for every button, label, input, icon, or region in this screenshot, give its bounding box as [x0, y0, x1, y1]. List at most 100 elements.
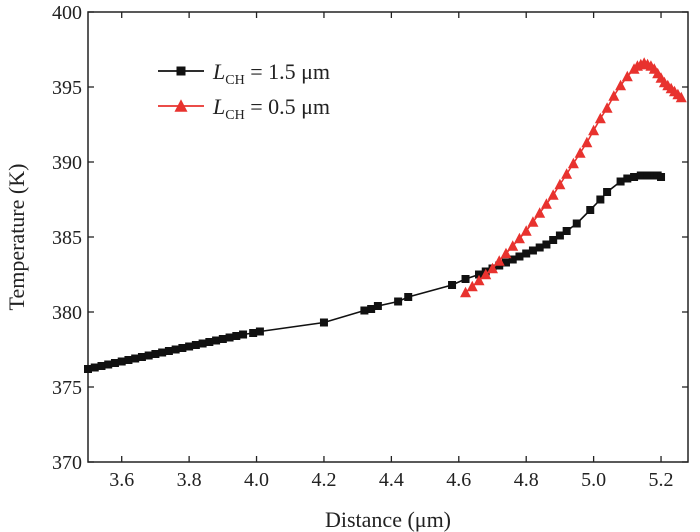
series-1-point	[643, 171, 652, 180]
series-1-point	[131, 354, 140, 363]
series-1-point	[97, 362, 106, 370]
series-1-point	[90, 363, 99, 372]
series-2-point	[480, 268, 492, 280]
legend-label-main: L	[212, 94, 225, 119]
series-1-point	[110, 359, 119, 367]
series-1-point	[178, 344, 187, 352]
series-1-point	[508, 255, 517, 264]
legend-label-value: = 1.5 μm	[245, 59, 330, 84]
series-1-point	[572, 219, 581, 228]
series-2-point	[460, 286, 472, 298]
series-1-point	[549, 236, 558, 244]
series-1-point	[404, 293, 413, 301]
series-2-point	[473, 274, 485, 286]
series-2-point	[601, 102, 613, 113]
series-1-point	[137, 353, 146, 361]
series-1-point	[225, 333, 234, 342]
legend-label-2: LCH = 0.5 μm	[212, 94, 330, 123]
series-1-point	[562, 227, 571, 235]
series-1-point	[636, 171, 645, 180]
legend-marker-2	[174, 99, 188, 112]
series-1-point	[205, 338, 214, 346]
series-1-point	[198, 339, 207, 348]
series-2	[460, 57, 687, 298]
series-1-point	[515, 252, 524, 261]
series-2-point	[554, 178, 566, 190]
x-tick-label: 5.0	[581, 469, 606, 491]
x-tick-label: 4.6	[446, 469, 471, 491]
y-axis-title: Temperature (K)	[4, 164, 29, 311]
series-2-point	[608, 90, 620, 101]
series-1-point	[185, 342, 194, 351]
series-1-line	[87, 174, 662, 370]
legend-marker-1	[176, 66, 186, 76]
series-1-point	[104, 360, 113, 369]
x-tick-label: 4.2	[311, 469, 336, 491]
series-1-point	[158, 348, 167, 357]
y-tick-label: 390	[52, 152, 82, 174]
series-1-point	[151, 350, 160, 358]
series-1-point	[623, 174, 632, 183]
series-1-point	[528, 246, 537, 255]
series-2-point	[567, 157, 579, 169]
x-tick-label: 4.4	[379, 469, 404, 491]
series-2-point	[615, 79, 627, 91]
series-1-point	[535, 243, 544, 252]
series-2-point	[493, 255, 505, 266]
x-tick-label: 3.6	[109, 469, 134, 491]
series-1-point	[461, 275, 470, 283]
series-1-point	[255, 327, 264, 336]
axis-ticks	[88, 11, 688, 463]
series-1-point	[616, 177, 625, 186]
series-2-point	[500, 247, 512, 259]
y-tick-label: 400	[52, 2, 82, 24]
legend-label-main: L	[212, 59, 225, 84]
axis-tick-labels: 3.6 3.8 4.0 4.2 4.4 4.6 4.8 5.0 5.2 370 375 380 385 3…	[52, 2, 674, 491]
x-axis-title: Distance (μm)	[325, 507, 451, 532]
series-2-point	[594, 112, 606, 124]
y-tick-label: 380	[52, 302, 82, 324]
series-2-point	[486, 262, 498, 274]
x-tick-label: 4.0	[244, 469, 269, 491]
y-tick-label: 395	[52, 77, 82, 99]
series-1-point	[239, 330, 248, 339]
series-layer	[84, 57, 687, 373]
series-1-point	[117, 357, 126, 366]
legend-label-1: LCH = 1.5 μm	[212, 59, 330, 88]
series-2-point	[675, 91, 687, 103]
series-1-point	[164, 347, 173, 355]
series-1-point	[373, 302, 382, 310]
series-1-point	[475, 270, 484, 279]
series-1-point	[84, 365, 92, 373]
series-2-point	[520, 225, 532, 236]
series-1-point	[394, 297, 403, 306]
series-1-point	[522, 249, 531, 258]
series-1-point	[249, 329, 258, 337]
series-2-point	[574, 147, 586, 158]
y-tick-label: 370	[52, 452, 82, 474]
legend-label-subscript: CH	[225, 108, 244, 123]
x-tick-label: 4.8	[514, 469, 539, 491]
series-1-point	[319, 318, 328, 327]
series-1-point	[124, 356, 133, 364]
series-1	[84, 171, 666, 373]
series-1-point	[542, 240, 551, 249]
series-1-point	[501, 258, 510, 267]
series-1-point	[603, 188, 612, 196]
legend-label-subscript: CH	[225, 73, 244, 88]
y-tick-label: 375	[52, 377, 82, 399]
series-1-point	[555, 231, 564, 240]
series-2-point	[581, 136, 593, 148]
series-2-point	[621, 70, 633, 82]
series-2-point	[466, 280, 478, 292]
series-2-point	[588, 124, 600, 136]
series-1-point	[657, 173, 666, 181]
series-2-point	[561, 168, 573, 179]
y-tick-label: 385	[52, 227, 82, 249]
x-tick-label: 3.8	[177, 469, 202, 491]
series-1-point	[586, 206, 595, 214]
series-2-point	[540, 198, 552, 209]
series-1-point	[367, 305, 376, 313]
